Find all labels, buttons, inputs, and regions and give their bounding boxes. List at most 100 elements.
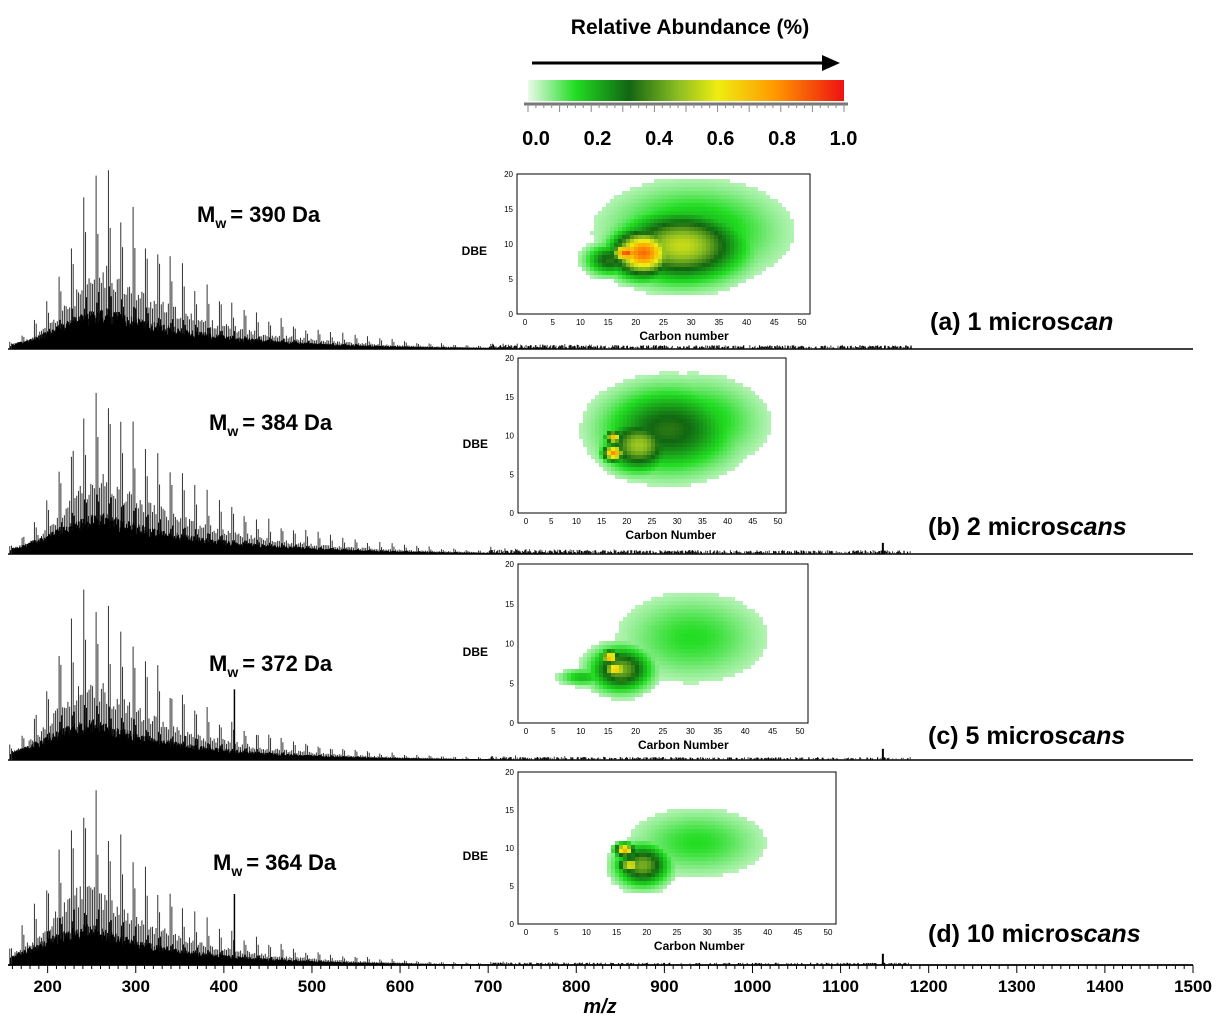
- heatmap-cell: [682, 195, 686, 199]
- heatmap-cell: [606, 219, 610, 223]
- heatmap-cell: [654, 195, 658, 199]
- colorbar: Relative Abundance (%) 0.0 0.2 0.4 0.6 0.8 1.…: [522, 16, 857, 150]
- heatmap-cell: [622, 283, 626, 287]
- heatmap-cell: [602, 215, 606, 219]
- heatmap-cell: [746, 231, 750, 235]
- heatmap-cell: [714, 207, 718, 211]
- heatmap-cell: [710, 187, 714, 191]
- heatmap-cell: [670, 235, 674, 239]
- heatmap-cell: [638, 259, 642, 263]
- heatmap-cell: [694, 235, 698, 239]
- heatmap-cell: [710, 227, 714, 231]
- heatmap-cell: [738, 263, 742, 267]
- heatmap-cell: [638, 195, 642, 199]
- heatmap-cell: [658, 179, 662, 183]
- heatmap-cell: [662, 223, 666, 227]
- heatmap-cell: [770, 251, 774, 255]
- heatmap-cell: [678, 279, 682, 283]
- heatmap-cell: [634, 203, 638, 207]
- heatmap-cell: [746, 235, 750, 239]
- heatmap-cell: [786, 247, 790, 251]
- heatmap-cell: [594, 263, 598, 267]
- heatmap-cell: [730, 215, 734, 219]
- heatmap-cell: [654, 199, 658, 203]
- heatmap-cell: [658, 235, 662, 239]
- heatmap-cell: [754, 219, 758, 223]
- heatmap-cell: [582, 267, 586, 271]
- heatmap-cell: [610, 239, 614, 243]
- heatmap-cell: [638, 287, 642, 291]
- heatmap-cell: [578, 251, 582, 255]
- heatmap-cell: [730, 203, 734, 207]
- heatmap-cell: [746, 195, 750, 199]
- heatmap-cell: [714, 255, 718, 259]
- heatmap-cell: [750, 199, 754, 203]
- heatmap-cell: [674, 291, 678, 295]
- heatmap-cell: [706, 255, 710, 259]
- heatmap-cell: [786, 215, 790, 219]
- heatmap-cell: [686, 251, 690, 255]
- heatmap-cell: [638, 239, 642, 243]
- heatmap-cell: [694, 215, 698, 219]
- heatmap-cell: [702, 223, 706, 227]
- heatmap-cell: [726, 267, 730, 271]
- heatmap-cell: [686, 271, 690, 275]
- heatmap-cell: [618, 199, 622, 203]
- heatmap-cell: [730, 183, 734, 187]
- heatmap-cell: [766, 255, 770, 259]
- heatmap-cell: [658, 239, 662, 243]
- heatmap-cell: [606, 231, 610, 235]
- heatmap-cell: [770, 199, 774, 203]
- heatmap-cell: [622, 259, 626, 263]
- heatmap-cell: [658, 267, 662, 271]
- heatmap-cell: [638, 279, 642, 283]
- heatmap-cell: [778, 203, 782, 207]
- heatmap-cell: [738, 219, 742, 223]
- heatmap-cell: [582, 247, 586, 251]
- heatmap-cell: [730, 243, 734, 247]
- heatmap-cell: [694, 255, 698, 259]
- heatmap-cell: [646, 219, 650, 223]
- heatmap-cell: [754, 191, 758, 195]
- heatmap-cell: [786, 211, 790, 215]
- heatmap-cell: [698, 287, 702, 291]
- heatmap-cell: [774, 235, 778, 239]
- heatmap-cell: [622, 223, 626, 227]
- heatmap-cell: [734, 223, 738, 227]
- heatmap-cell: [730, 235, 734, 239]
- heatmap-cell: [662, 259, 666, 263]
- panel-label: (a) 1 microscan: [930, 308, 1113, 336]
- heatmap-cell: [638, 247, 642, 251]
- heatmap-cell: [726, 271, 730, 275]
- heatmap-cell: [754, 203, 758, 207]
- heatmap-cell: [674, 251, 678, 255]
- heatmap-cell: [646, 235, 650, 239]
- inset-x-tick-label: 50: [798, 318, 807, 327]
- heatmap-cell: [614, 275, 618, 279]
- heatmap-cell: [598, 255, 602, 259]
- heatmap-cell: [662, 291, 666, 295]
- heatmap-cell: [690, 183, 694, 187]
- heatmap-cell: [618, 223, 622, 227]
- heatmap-cell: [762, 219, 766, 223]
- heatmap-cell: [718, 279, 722, 283]
- heatmap-cell: [782, 227, 786, 231]
- heatmap-cell: [606, 251, 610, 255]
- heatmap-cell: [614, 235, 618, 239]
- colorbar-tick-label: 0.2: [584, 128, 612, 150]
- heatmap-cell: [634, 267, 638, 271]
- heatmap-cell: [614, 239, 618, 243]
- heatmap-cell: [746, 187, 750, 191]
- heatmap-cell: [646, 207, 650, 211]
- heatmap-cell: [654, 239, 658, 243]
- heatmap-cell: [642, 219, 646, 223]
- heatmap-cell: [626, 191, 630, 195]
- heatmap-cell: [638, 251, 642, 255]
- heatmap-cell: [722, 195, 726, 199]
- colorbar-tick-label: 0.6: [707, 128, 735, 150]
- heatmap-cell: [682, 247, 686, 251]
- heatmap-cell: [714, 215, 718, 219]
- heatmap-cell: [646, 287, 650, 291]
- heatmap-cell: [710, 283, 714, 287]
